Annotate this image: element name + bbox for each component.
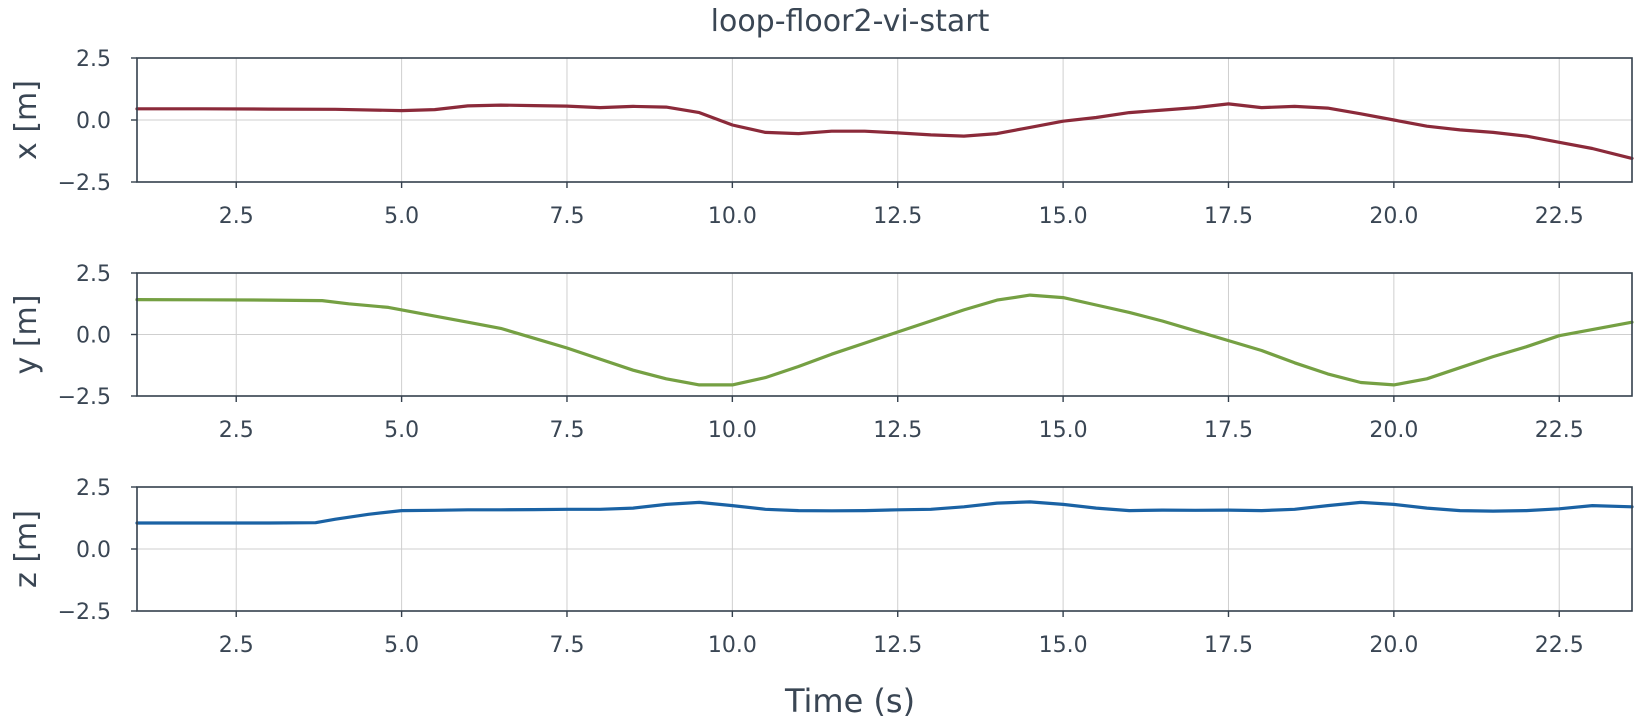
x-tick-label: 17.5 [1204,418,1253,443]
y-tick-label: −2.5 [58,171,111,196]
y-tick-label: 0.0 [76,324,111,349]
x-tick-label: 5.0 [384,204,419,229]
figure-title: loop-floor2-vi-start [711,4,990,39]
series-line [135,500,1634,525]
x-tick-label: 7.5 [549,633,584,658]
x-tick-label: 15.0 [1039,633,1088,658]
x-tick-label: 22.5 [1535,633,1584,658]
x-tick-label: 5.0 [384,633,419,658]
y-axis-label: z [m] [9,510,44,588]
x-tick-label: 2.5 [219,204,254,229]
x-tick-label: 12.5 [873,204,922,229]
x-tick-label: 15.0 [1039,418,1088,443]
x-tick-label: 10.0 [708,418,757,443]
x-tick-label: 10.0 [708,204,757,229]
y-tick-label: 0.0 [76,109,111,134]
subplot-z: 2.5 5.0 7.5 10.0 12.5 15.0 17.5 20.0 22.5 2.5 0.0 −… [9,476,1634,658]
y-tick-label: 2.5 [76,47,111,72]
y-tick-label: −2.5 [58,385,111,410]
y-tick-label: 2.5 [76,262,111,287]
x-tick-label: 2.5 [219,418,254,443]
y-tick-label: −2.5 [58,600,111,625]
x-tick-label: 22.5 [1535,418,1584,443]
y-axis-label: y [m] [9,295,44,375]
x-tick-label: 20.0 [1369,418,1418,443]
y-tick-label: 2.5 [76,476,111,501]
x-tick-label: 17.5 [1204,633,1253,658]
x-axis-label: Time (s) [784,682,915,720]
x-tick-label: 12.5 [873,418,922,443]
x-tick-label: 7.5 [549,418,584,443]
x-tick-label: 22.5 [1535,204,1584,229]
x-tick-label: 7.5 [549,204,584,229]
x-tick-label: 2.5 [219,633,254,658]
y-axis-label: x [m] [9,80,44,160]
x-tick-label: 20.0 [1369,633,1418,658]
x-tick-label: 10.0 [708,633,757,658]
subplot-x: 2.5 5.0 7.5 10.0 12.5 15.0 17.5 20.0 22.5 2.5 0.0 −… [9,47,1634,229]
x-tick-label: 15.0 [1039,204,1088,229]
x-tick-label: 17.5 [1204,204,1253,229]
x-tick-label: 20.0 [1369,204,1418,229]
subplot-y: 2.5 5.0 7.5 10.0 12.5 15.0 17.5 20.0 22.5 2.5 0.0 −… [9,262,1634,443]
y-tick-label: 0.0 [76,538,111,563]
x-tick-label: 5.0 [384,418,419,443]
series-line [135,102,1634,160]
series-line [135,293,1634,387]
x-tick-label: 12.5 [873,633,922,658]
